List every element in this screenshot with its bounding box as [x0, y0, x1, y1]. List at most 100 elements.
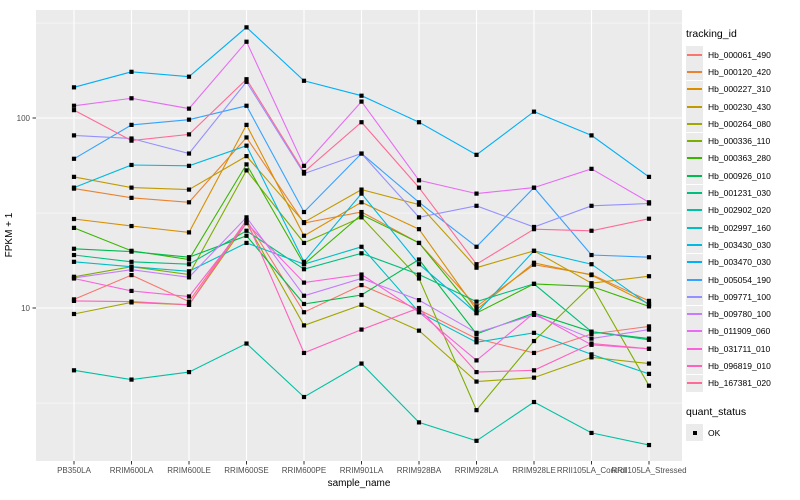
data-point — [186, 299, 192, 304]
legend-entry-label: Hb_000061_490 — [708, 49, 771, 60]
data-point — [301, 394, 307, 400]
data-point — [129, 249, 134, 254]
data-point — [244, 103, 249, 108]
data-point — [244, 77, 249, 82]
x-tick-label: PB350LA — [57, 466, 91, 475]
data-point — [474, 330, 479, 335]
data-point — [646, 327, 652, 332]
data-point — [244, 25, 249, 30]
data-point — [359, 151, 364, 156]
data-point — [186, 272, 192, 277]
data-point — [301, 169, 307, 175]
data-point — [531, 224, 537, 230]
legend-key-line-icon — [687, 157, 702, 160]
data-point — [416, 178, 422, 183]
data-point — [589, 203, 594, 208]
data-point — [531, 227, 537, 232]
data-point — [416, 272, 422, 277]
data-point — [474, 304, 479, 309]
data-point — [359, 187, 364, 192]
data-point — [474, 379, 479, 384]
data-point — [474, 262, 479, 267]
legend-entry: Hb_096819_010 — [686, 357, 798, 375]
data-point — [186, 255, 192, 260]
data-point — [646, 371, 652, 376]
data-point — [129, 259, 134, 264]
data-point — [646, 346, 652, 351]
data-point — [244, 228, 249, 233]
data-point — [416, 262, 422, 267]
legend-entry-label: Hb_000230_430 — [708, 101, 771, 112]
legend-entry: OK — [686, 424, 798, 442]
legend-entry-label: Hb_002997_160 — [708, 222, 771, 233]
data-point — [474, 299, 479, 304]
data-point — [244, 122, 249, 127]
data-point — [301, 209, 307, 215]
data-point — [244, 143, 249, 148]
legend-entry: Hb_000061_490 — [686, 46, 798, 64]
data-point — [589, 331, 594, 337]
data-point — [531, 281, 537, 286]
legend-entry-label: Hb_167381_020 — [708, 378, 771, 389]
data-point — [71, 174, 77, 179]
legend-entry: Hb_009780_100 — [686, 305, 798, 323]
data-point — [416, 227, 422, 232]
data-point — [359, 272, 364, 277]
data-point — [589, 329, 594, 334]
legend-key-box — [686, 288, 703, 306]
data-point — [359, 99, 364, 104]
legend-key-box — [686, 63, 703, 81]
data-point — [474, 336, 479, 341]
data-point — [129, 162, 134, 168]
data-point — [646, 274, 652, 279]
legend-key-box — [686, 305, 703, 323]
data-point — [71, 156, 77, 161]
data-point — [359, 212, 364, 217]
data-point — [71, 103, 77, 108]
data-point — [359, 292, 364, 298]
legend-entry-label: Hb_000926_010 — [708, 170, 771, 181]
legend-key-line-icon — [687, 226, 702, 229]
data-point — [589, 133, 594, 138]
data-point — [646, 200, 652, 205]
data-point — [301, 310, 307, 315]
legend-key-box — [686, 253, 703, 271]
data-point — [416, 185, 422, 190]
data-point — [71, 311, 77, 317]
legend-entry-label: Hb_000120_420 — [708, 66, 771, 77]
legend-entry: Hb_009771_100 — [686, 288, 798, 306]
legend-key-box — [686, 115, 703, 133]
data-point — [531, 330, 537, 335]
data-point — [186, 275, 192, 280]
legend-tracking-entries: Hb_000061_490 Hb_000120_420 Hb_000227_310 H… — [686, 46, 798, 392]
data-point — [359, 251, 364, 256]
legend-key-line-icon — [687, 295, 702, 298]
data-point — [244, 168, 249, 173]
data-point — [359, 327, 364, 332]
legend-key-line-icon — [687, 243, 702, 246]
data-point — [301, 293, 307, 298]
data-point — [589, 228, 594, 233]
plot-panel — [36, 10, 682, 461]
data-point — [589, 262, 594, 267]
y-tick-label: 100 — [17, 114, 31, 123]
data-point — [129, 96, 134, 101]
x-tick-label: RRIM901LA — [340, 466, 384, 475]
ok-point-icon — [692, 430, 697, 435]
legend-key-box — [686, 201, 703, 219]
data-point — [244, 79, 249, 84]
data-point — [531, 109, 537, 114]
data-point — [646, 302, 652, 307]
legend-entry: Hb_000230_430 — [686, 98, 798, 116]
data-point — [416, 215, 422, 220]
legend-entry: Hb_000120_420 — [686, 63, 798, 81]
data-point — [244, 220, 249, 226]
data-point — [416, 200, 422, 205]
data-point — [359, 215, 364, 220]
data-point — [129, 377, 134, 382]
legend-key-line-icon — [687, 53, 702, 56]
x-tick-label: RRIM600LE — [167, 466, 211, 475]
x-tick-label: RRIM600LA — [110, 466, 154, 475]
